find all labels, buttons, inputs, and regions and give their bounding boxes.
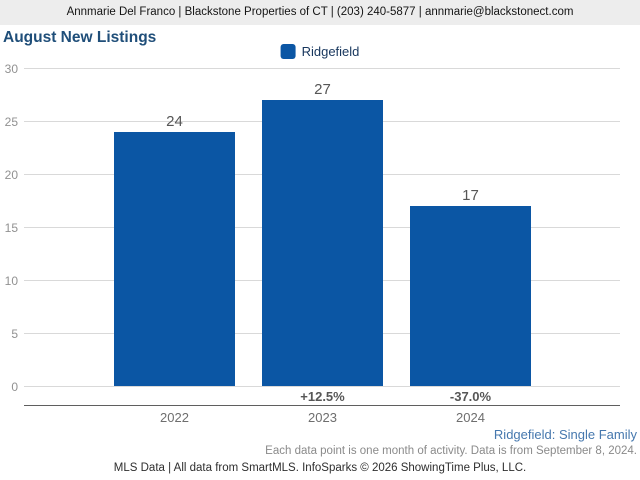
x-axis-separator-line	[24, 405, 620, 406]
chart-title: August New Listings	[3, 29, 157, 46]
bar-2023[interactable]	[262, 100, 383, 386]
bar-value-label-2022: 24	[166, 113, 183, 130]
y-axis-tick-label: 25	[4, 115, 18, 129]
bar-value-label-2024: 17	[462, 187, 479, 204]
contact-header-bar: Annmarie Del Franco | Blackstone Propert…	[0, 0, 640, 25]
y-axis-tick-label: 10	[4, 274, 18, 288]
chart-legend: Ridgefield	[280, 44, 360, 59]
legend-swatch-ridgefield	[280, 44, 296, 59]
x-axis-label-2024: 2024	[456, 410, 485, 425]
data-note: Each data point is one month of activity…	[265, 445, 637, 457]
x-axis-label-2022: 2022	[160, 410, 189, 425]
y-axis-tick-label: 20	[4, 168, 18, 182]
gridline-y-0	[24, 386, 620, 387]
bar-2022[interactable]	[114, 132, 235, 386]
y-axis-tick-label: 5	[11, 327, 18, 341]
bar-2024[interactable]	[410, 206, 531, 386]
x-axis-label-2023: 2023	[308, 410, 337, 425]
gridline-y-30	[24, 68, 620, 69]
attribution-note: MLS Data | All data from SmartMLS. InfoS…	[113, 462, 527, 474]
bar-value-label-2023: 27	[314, 81, 331, 98]
series-descriptor: Ridgefield: Single Family	[493, 427, 637, 442]
y-axis-tick-label: 0	[11, 380, 18, 394]
pct-change-label-2023: +12.5%	[300, 389, 345, 404]
pct-change-label-2024: -37.0%	[449, 389, 492, 404]
y-axis-tick-label: 30	[4, 62, 18, 76]
y-axis-tick-label: 15	[4, 221, 18, 235]
legend-label-ridgefield: Ridgefield	[301, 44, 360, 59]
